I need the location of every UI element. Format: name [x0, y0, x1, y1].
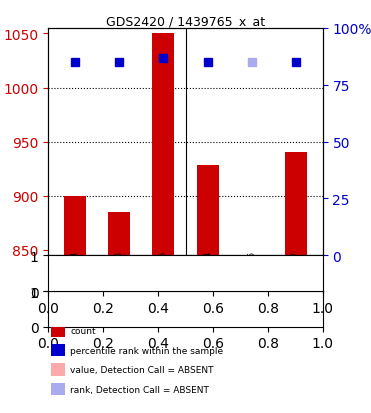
Bar: [241, 256, 263, 258]
FancyBboxPatch shape: [142, 256, 185, 291]
Text: GSM124865: GSM124865: [247, 251, 256, 297]
Bar: [285, 153, 307, 256]
Bar: [197, 166, 219, 256]
Bar: [51, 344, 65, 356]
Bar: [152, 34, 174, 256]
FancyBboxPatch shape: [186, 256, 229, 291]
Bar: [64, 196, 86, 256]
Text: value, Detection Call = ABSENT: value, Detection Call = ABSENT: [70, 365, 214, 374]
Text: GSM124868: GSM124868: [115, 251, 124, 297]
Bar: [51, 325, 65, 337]
Bar: [51, 383, 65, 395]
Text: percentile rank within the sample: percentile rank within the sample: [70, 346, 223, 355]
Text: count: count: [70, 326, 96, 335]
Text: GSM124864: GSM124864: [203, 251, 212, 297]
FancyBboxPatch shape: [231, 256, 273, 291]
FancyBboxPatch shape: [98, 256, 140, 291]
Text: rank, Detection Call = ABSENT: rank, Detection Call = ABSENT: [70, 385, 209, 394]
FancyBboxPatch shape: [53, 256, 96, 291]
Text: GSM124854: GSM124854: [70, 251, 79, 297]
Title: GDS2420 / 1439765_x_at: GDS2420 / 1439765_x_at: [106, 15, 265, 28]
FancyBboxPatch shape: [275, 256, 318, 291]
Bar: [51, 363, 65, 376]
Bar: [108, 213, 130, 256]
Text: GSM124867: GSM124867: [292, 251, 301, 297]
Text: GSM124866: GSM124866: [159, 251, 168, 297]
